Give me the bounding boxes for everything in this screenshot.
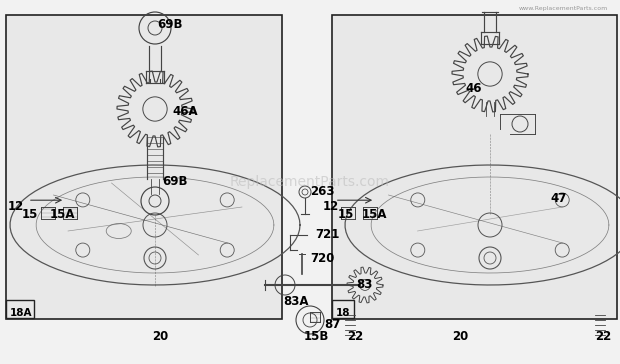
Text: 83: 83 [356,278,373,291]
Text: 47: 47 [550,192,567,205]
Text: www.ReplacementParts.com: www.ReplacementParts.com [518,6,608,11]
Bar [6,300,34,318]
Text: 18: 18 [335,308,350,318]
Text: 12: 12 [323,200,339,213]
Bar [332,300,353,318]
Text: 87: 87 [324,318,340,331]
Text: 22: 22 [347,330,363,343]
Text: 69B: 69B [162,175,187,188]
Text: 15B: 15B [304,330,329,343]
Text: 22: 22 [595,330,611,343]
Text: 12: 12 [8,200,24,213]
Text: 721: 721 [315,228,339,241]
Text: 46A: 46A [172,105,198,118]
Text: 69B: 69B [157,18,182,31]
Text: 15A: 15A [50,208,76,221]
Text: 15A: 15A [362,208,388,221]
Text: 15: 15 [22,208,38,221]
Text: 46: 46 [465,82,482,95]
Text: 20: 20 [452,330,468,343]
Text: 83A: 83A [283,295,309,308]
Text: 20: 20 [152,330,168,343]
Bar [6,15,282,318]
Text: 720: 720 [310,252,334,265]
Bar [332,15,617,318]
Text: 18A: 18A [10,308,33,318]
Text: 15: 15 [338,208,355,221]
Text: 263: 263 [310,185,335,198]
Text: ReplacementParts.com: ReplacementParts.com [230,175,390,189]
